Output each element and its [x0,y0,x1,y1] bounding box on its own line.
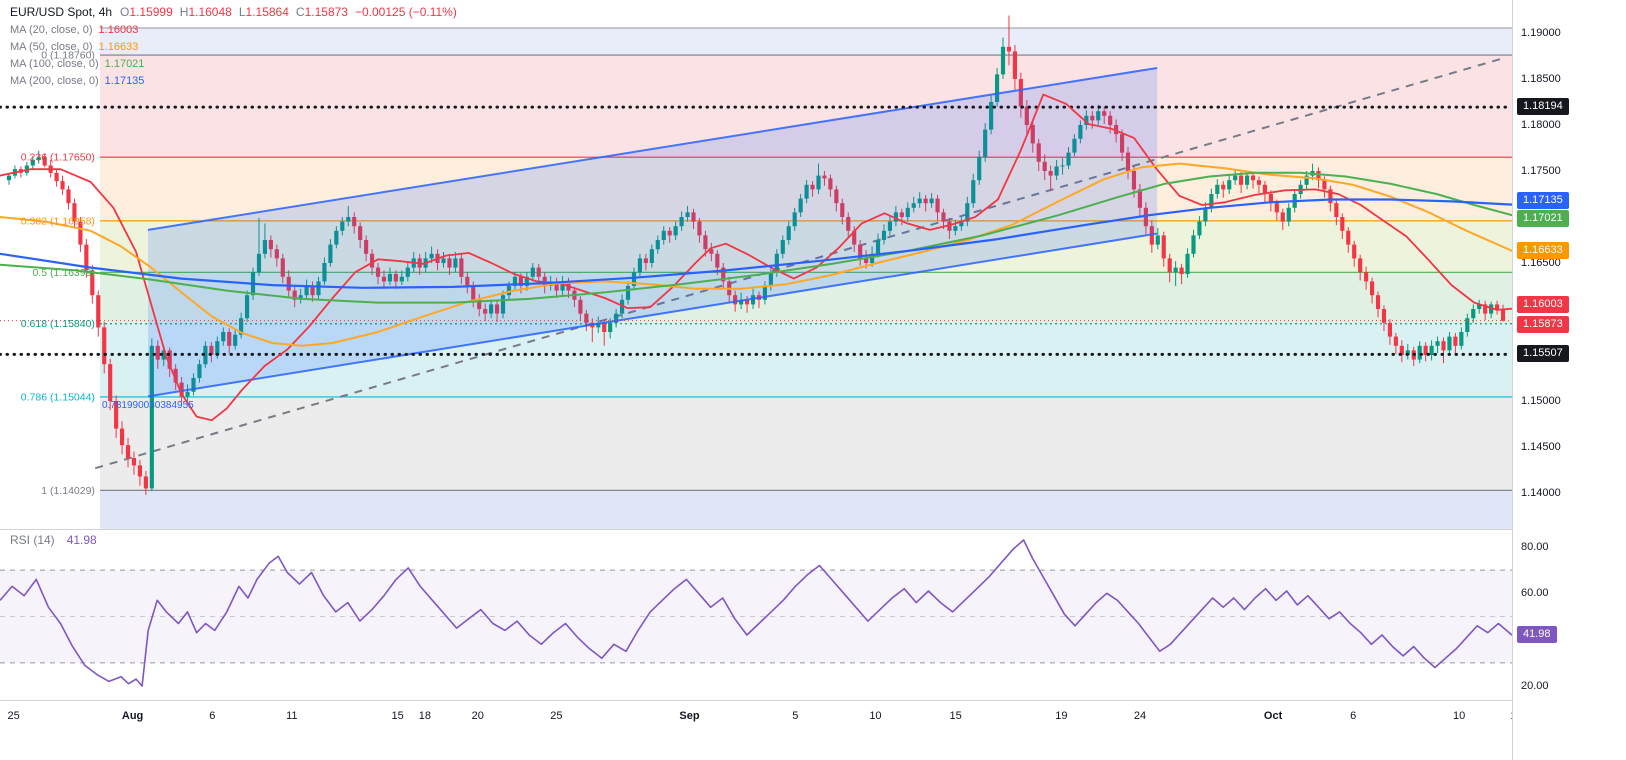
time-label: 10 [869,710,882,722]
ohlc-key: H [179,5,189,19]
ohlc-val: 1.16048 [188,5,232,19]
symbol-title[interactable]: EUR/USD Spot, 4h [10,5,113,19]
time-label: 18 [418,710,431,722]
rsi-tick-label: 60.00 [1521,587,1549,600]
svg-text:0.382 (1.16958): 0.382 (1.16958) [21,215,95,227]
price-tick-label: 1.18000 [1521,119,1561,131]
rsi-tick-label: 80.00 [1521,541,1549,553]
time-label: 24 [1133,710,1147,722]
moving-average-lines [0,93,1512,422]
ohlc-values: O1.15999 H1.16048 L1.15864 C1.15873 [120,5,355,19]
time-label: 5 [792,710,799,722]
svg-text:0.786 (1.15044): 0.786 (1.15044) [21,391,95,403]
svg-text:0.781990030384955: 0.781990030384955 [102,400,194,411]
ohlc-key: O [120,5,130,19]
time-label: 11 [286,710,298,722]
price-axis[interactable]: 1.19000 1.18500 1.18000 1.17500 1.16500 1.150… [1513,0,1626,760]
price-tick-label: 1.19000 [1521,27,1561,39]
price-tick-label: 1.15000 [1521,395,1561,407]
key-level-dotted-lines[interactable] [0,105,1512,356]
price-chart-canvas[interactable]: 0 (1.18760) 0.236 (1.17650) 0.382 (1.16958… [0,0,1512,529]
fib-level-labels: 0 (1.18760) 0.236 (1.17650) 0.382 (1.16958… [21,50,194,497]
ma-50-value: 1.16633 [98,41,139,53]
ohlc-row: EUR/USD Spot, 4h O1.15999 H1.16048 L1.15864… [10,4,457,21]
ma-200-label[interactable]: MA (200, close, 0) [10,75,99,87]
ma-20-row[interactable]: MA (20, close, 0) 1.16003 [10,21,457,38]
fib-background-bands [99,27,1512,529]
ma-200-value: 1.17135 [104,75,145,87]
time-axis[interactable]: 25 Aug 6 11 15 18 20 25 Sep 5 10 15 19 24 Oct 6 10 15 [0,701,1512,760]
price-tick-label: 1.17500 [1521,165,1561,177]
price-tick-label: 1.14500 [1521,441,1561,453]
svg-text:1 (1.14029): 1 (1.14029) [41,485,95,497]
rsi-line [0,539,1512,687]
time-label: Oct [1263,710,1283,722]
time-label: 15 [1510,710,1512,722]
ma-200-row[interactable]: MA (200, close, 0) 1.17135 [10,72,457,89]
price-badge: 1.18194 [1517,98,1569,116]
price-axis-separator [1512,0,1513,760]
symbol-legend: EUR/USD Spot, 4h O1.15999 H1.16048 L1.15864… [10,4,457,89]
time-label: 15 [949,710,962,722]
rsi-pane[interactable]: RSI (14) 41.98 [0,530,1512,700]
ma-100-label[interactable]: MA (100, close, 0) [10,58,99,70]
price-tick-label: 1.16500 [1521,257,1561,269]
price-pane[interactable]: 0 (1.18760) 0.236 (1.17650) 0.382 (1.16958… [0,0,1512,529]
svg-text:0.618 (1.15840): 0.618 (1.15840) [21,318,95,330]
ohlc-val: 1.15864 [245,5,289,19]
ohlc-val: 1.15873 [304,5,348,19]
ma-50-label[interactable]: MA (50, close, 0) [10,41,93,53]
time-label: Sep [679,710,700,722]
price-badge: 1.17135 [1517,191,1569,209]
rsi-badge: 41.98 [1517,626,1557,644]
svg-text:0.236 (1.17650): 0.236 (1.17650) [21,152,95,164]
rsi-tick-label: 20.00 [1521,680,1549,692]
time-label: Aug [121,710,144,722]
time-label: 19 [1055,710,1068,722]
time-label: 20 [471,710,484,722]
parallel-channel[interactable] [147,66,1158,398]
pane-separator[interactable] [0,529,1513,530]
ma-100-row[interactable]: MA (100, close, 0) 1.17021 [10,55,457,72]
time-label: 25 [550,710,563,722]
price-badge: 1.17021 [1517,210,1569,228]
ma-20-label[interactable]: MA (20, close, 0) [10,24,93,36]
rsi-label[interactable]: RSI (14) [10,533,55,547]
price-badge: 1.15507 [1517,345,1569,363]
time-label: 15 [391,710,404,722]
rsi-band [0,570,1512,663]
time-label: 25 [7,710,20,722]
svg-text:0.5 (1.16399): 0.5 (1.16399) [32,267,94,279]
ma-100-value: 1.17021 [104,58,145,70]
time-label: 6 [209,710,216,722]
time-label: 6 [1350,710,1357,722]
price-badge: 1.15873 [1517,315,1569,333]
ohlc-val: 1.15999 [129,5,173,19]
rsi-value: 41.98 [66,533,97,547]
candlestick-series [6,15,1506,495]
price-badge: 1.16633 [1517,241,1569,259]
time-label: 10 [1452,710,1466,722]
fib-level-lines[interactable] [99,27,1512,491]
rsi-chart-canvas[interactable] [0,530,1512,700]
change-value: −0.00125 (−0.11%) [354,5,457,19]
ma-20-value: 1.16003 [98,24,139,36]
price-tick-label: 1.18500 [1521,73,1561,85]
ohlc-key: L [238,5,246,19]
svg-text:0 (1.18760): 0 (1.18760) [41,50,95,62]
rsi-threshold-lines [0,569,1512,664]
price-badge: 1.16003 [1517,295,1569,313]
price-tick-label: 1.14000 [1521,487,1561,499]
axis-separator [0,700,1513,701]
ohlc-key: C [295,5,305,19]
rsi-legend: RSI (14) 41.98 [10,533,97,547]
ma-50-row[interactable]: MA (50, close, 0) 1.16633 [10,38,457,55]
dashed-trendline[interactable] [94,57,1502,470]
